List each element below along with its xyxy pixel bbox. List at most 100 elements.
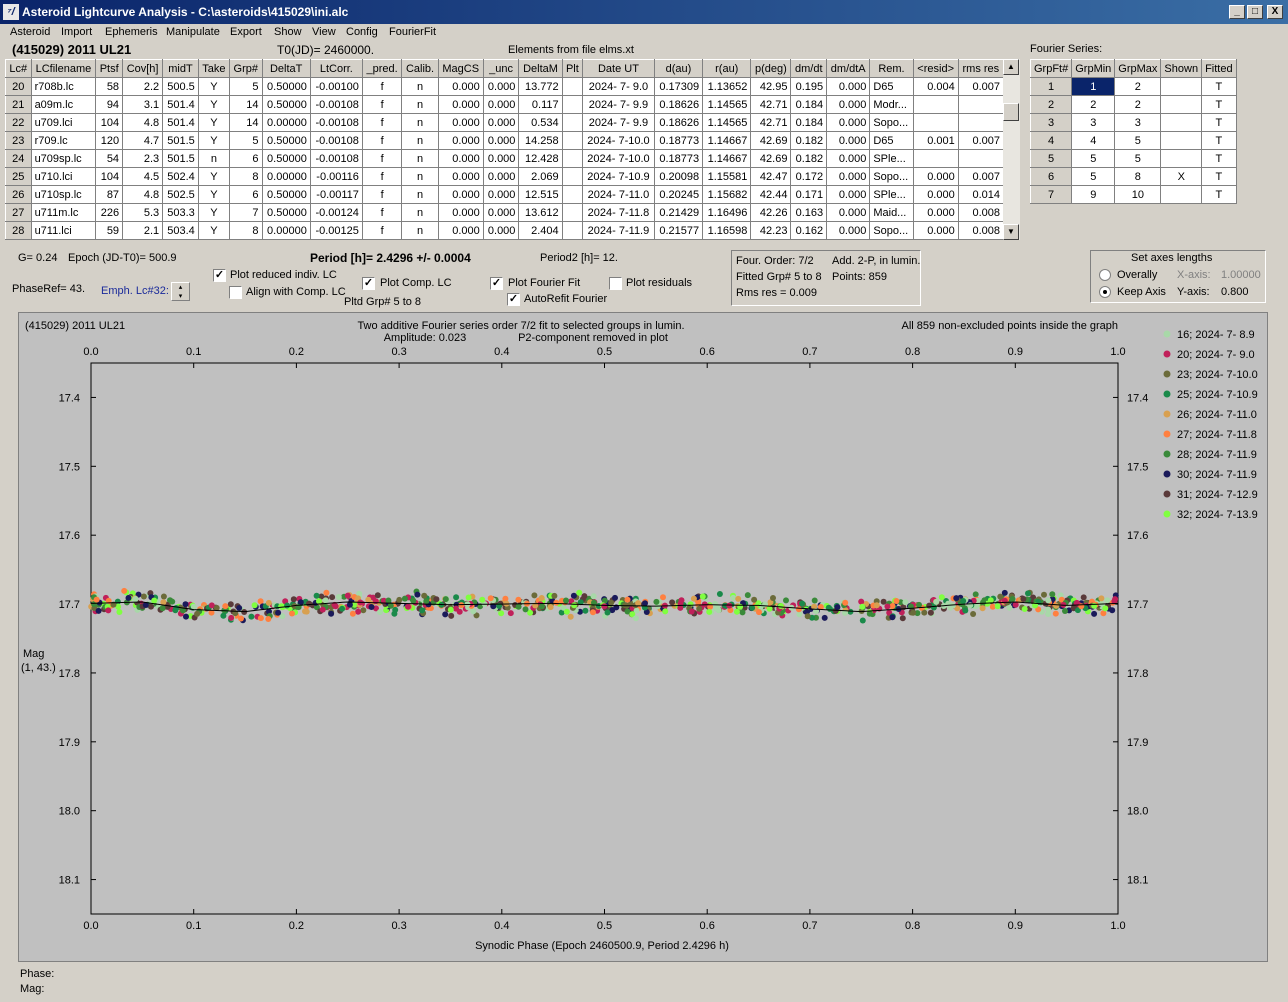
lc-cell[interactable]: 0.000 <box>437 167 484 186</box>
lc-cell[interactable]: 0.000 <box>437 221 484 240</box>
lc-cell[interactable]: 0.000 <box>826 95 871 114</box>
plot-residuals-checkbox[interactable] <box>609 277 622 290</box>
lc-cell[interactable]: f <box>361 203 403 222</box>
lc-cell[interactable]: n <box>197 149 231 168</box>
lc-cell[interactable]: -0.00108 <box>309 95 363 114</box>
fourier-cell[interactable]: 6 <box>1029 167 1073 186</box>
lc-cell[interactable]: 8 <box>229 167 263 186</box>
lc-col-header[interactable]: Take <box>197 59 231 78</box>
lc-col-header[interactable]: _unc <box>482 59 520 78</box>
lc-cell[interactable]: u709sp.lc <box>30 149 97 168</box>
lc-cell[interactable]: 503.3 <box>162 203 199 222</box>
lc-col-header[interactable]: DeltaT <box>261 59 311 78</box>
lc-cell[interactable]: 0.18626 <box>653 95 704 114</box>
lc-cell[interactable] <box>561 77 584 96</box>
lc-cell[interactable]: 22 <box>5 113 32 132</box>
lc-cell[interactable]: 5 <box>229 77 263 96</box>
lc-cell[interactable]: 0.50000 <box>261 185 311 204</box>
lc-cell[interactable]: 0.007 <box>957 77 1005 96</box>
lc-cell[interactable]: 0.00000 <box>261 167 311 186</box>
fourier-cell[interactable]: 7 <box>1029 185 1073 204</box>
lc-cell[interactable] <box>561 185 584 204</box>
lc-cell[interactable]: u711m.lc <box>30 203 97 222</box>
fourier-cell[interactable]: 8 <box>1114 167 1162 186</box>
lc-cell[interactable] <box>957 95 1005 114</box>
lc-cell[interactable]: 4.5 <box>122 167 164 186</box>
lc-cell[interactable]: 21 <box>5 95 32 114</box>
lc-cell[interactable]: 0.014 <box>957 185 1005 204</box>
lc-cell[interactable]: Y <box>197 77 231 96</box>
lc-cell[interactable]: 0.000 <box>482 203 520 222</box>
lc-col-header[interactable]: dm/dt <box>790 59 828 78</box>
lc-table-row[interactable]: 21 a09m.lc 94 3.1 501.4 Y 14 0.50000 -0.00108 f n 0… <box>5 95 1005 114</box>
lc-cell[interactable]: 13.612 <box>518 203 563 222</box>
lc-cell[interactable]: 0.000 <box>437 113 484 132</box>
lc-cell[interactable]: 8 <box>229 221 263 240</box>
lc-cell[interactable]: 0.172 <box>790 167 828 186</box>
lc-cell[interactable]: 0.18773 <box>653 131 704 150</box>
lc-cell[interactable]: r708b.lc <box>30 77 97 96</box>
fourier-cell[interactable]: 5 <box>1071 149 1116 168</box>
lc-cell[interactable]: 0.50000 <box>261 77 311 96</box>
lc-cell[interactable]: 0.184 <box>790 113 828 132</box>
fourier-col-header[interactable]: GrpMax <box>1114 59 1162 78</box>
lc-cell[interactable]: Y <box>197 203 231 222</box>
lc-cell[interactable]: 5.3 <box>122 203 164 222</box>
lc-cell[interactable]: 42.71 <box>750 95 792 114</box>
lc-col-header[interactable]: r(au) <box>702 59 752 78</box>
fourier-cell[interactable]: 5 <box>1071 167 1116 186</box>
lc-table-row[interactable]: 20 r708b.lc 58 2.2 500.5 Y 5 0.50000 -0.00100 f n 0… <box>5 77 1005 96</box>
lc-cell[interactable]: 1.14667 <box>702 149 752 168</box>
lc-cell[interactable]: Y <box>197 131 231 150</box>
lc-cell[interactable]: 0.50000 <box>261 131 311 150</box>
lc-cell[interactable]: 1.14565 <box>702 95 752 114</box>
keep-axis-radio[interactable] <box>1099 286 1111 298</box>
lc-table-row[interactable]: 28 u711.lci 59 2.1 503.4 Y 8 0.00000 -0.00125 f n 0… <box>5 221 1005 240</box>
lc-cell[interactable]: 0.17309 <box>653 77 704 96</box>
lc-cell[interactable]: SPle... <box>869 185 914 204</box>
lc-cell[interactable]: 0.50000 <box>261 149 311 168</box>
lc-cell[interactable]: 120 <box>95 131 124 150</box>
lc-cell[interactable] <box>912 149 959 168</box>
lc-cell[interactable] <box>957 113 1005 132</box>
lc-cell[interactable]: 0.000 <box>912 185 959 204</box>
lc-cell[interactable]: 501.5 <box>162 131 199 150</box>
lc-cell[interactable]: f <box>361 131 403 150</box>
lc-cell[interactable]: 0.182 <box>790 131 828 150</box>
lc-cell[interactable]: 14 <box>229 95 263 114</box>
lc-cell[interactable]: 0.008 <box>957 221 1005 240</box>
lc-cell[interactable]: 0.534 <box>518 113 563 132</box>
lc-col-header[interactable]: Cov[h] <box>122 59 164 78</box>
fourier-cell[interactable]: 9 <box>1071 185 1116 204</box>
lc-col-header[interactable]: Ptsf <box>95 59 124 78</box>
fourier-cell[interactable]: 1 <box>1029 77 1073 96</box>
lc-cell[interactable]: -0.00100 <box>309 77 363 96</box>
lc-col-header[interactable]: _pred. <box>361 59 403 78</box>
lc-cell[interactable]: 501.5 <box>162 149 199 168</box>
lc-cell[interactable]: 0.004 <box>912 77 959 96</box>
plot-comp-checkbox[interactable]: ✓ <box>362 277 375 290</box>
fourier-cell[interactable]: 2 <box>1114 77 1162 96</box>
lc-cell[interactable]: D65 <box>869 77 914 96</box>
fourier-cell[interactable]: T <box>1201 95 1237 114</box>
lc-cell[interactable]: 2024- 7-10.0 <box>582 131 655 150</box>
lc-cell[interactable]: 42.26 <box>750 203 792 222</box>
fourier-table-row[interactable]: 7 9 10 T <box>1029 185 1237 204</box>
menu-import[interactable]: Import <box>61 26 93 38</box>
lc-cell[interactable]: 2024- 7-11.8 <box>582 203 655 222</box>
lc-cell[interactable]: 0.000 <box>437 131 484 150</box>
scroll-up-icon[interactable]: ▲ <box>1003 59 1019 75</box>
fourier-cell[interactable]: T <box>1201 77 1237 96</box>
lc-cell[interactable]: 0.00000 <box>261 221 311 240</box>
lc-cell[interactable]: 0.000 <box>482 95 520 114</box>
emph-spin-button[interactable]: ▴ ▾ <box>171 282 190 301</box>
fourier-cell[interactable]: 3 <box>1071 113 1116 132</box>
lc-cell[interactable]: 6 <box>229 149 263 168</box>
plot-reduced-checkbox[interactable]: ✓ <box>213 269 226 282</box>
lc-cell[interactable]: f <box>361 77 403 96</box>
lc-cell[interactable]: 104 <box>95 167 124 186</box>
lc-cell[interactable]: 1.14565 <box>702 113 752 132</box>
lc-cell[interactable]: f <box>361 221 403 240</box>
menu-view[interactable]: View <box>312 26 336 38</box>
